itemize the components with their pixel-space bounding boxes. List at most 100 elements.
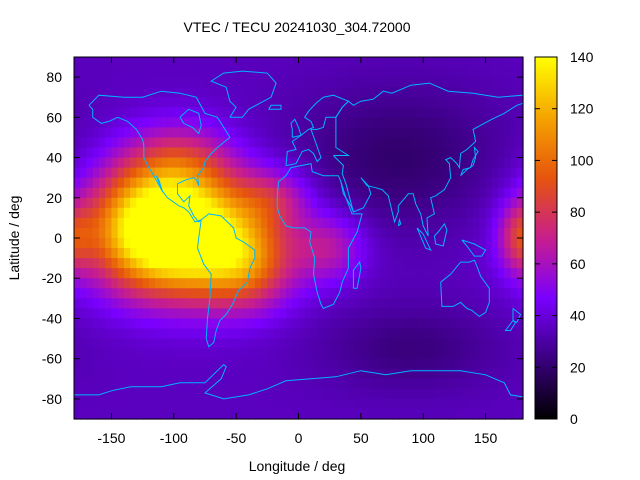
heatmap-cell — [180, 408, 187, 420]
heatmap-cell — [423, 177, 431, 189]
heatmap-cell — [510, 177, 518, 189]
heatmap-cell — [473, 87, 480, 98]
heatmap-cell — [429, 378, 437, 390]
heatmap-cell — [148, 57, 156, 68]
heatmap-cell — [92, 67, 100, 78]
heatmap-cell — [466, 227, 474, 239]
heatmap-cell — [273, 57, 281, 68]
heatmap-cell — [410, 137, 418, 149]
heatmap-cell — [261, 127, 268, 139]
heatmap-cell — [298, 137, 306, 149]
heatmap-cell — [304, 197, 312, 209]
heatmap-cell — [74, 197, 81, 209]
heatmap-cell — [479, 167, 487, 179]
heatmap-cell — [186, 258, 194, 269]
heatmap-cell — [180, 278, 187, 289]
heatmap-cell — [267, 368, 275, 380]
heatmap-cell — [323, 147, 331, 159]
heatmap-cell — [211, 318, 219, 330]
heatmap-cell — [155, 187, 162, 199]
heatmap-cell — [385, 147, 393, 159]
heatmap-cell — [74, 338, 81, 350]
heatmap-cell — [342, 278, 349, 289]
heatmap-cell — [404, 227, 412, 239]
heatmap-cell — [392, 117, 399, 128]
heatmap-cell — [86, 348, 94, 360]
heatmap-cell — [105, 217, 113, 229]
heatmap-cell — [304, 217, 312, 229]
heatmap-cell — [223, 117, 231, 128]
heatmap-cell — [404, 77, 412, 88]
heatmap-cell — [217, 388, 225, 400]
heatmap-cell — [298, 408, 306, 420]
heatmap-cell — [292, 107, 300, 118]
heatmap-cell — [130, 217, 137, 229]
heatmap-cell — [510, 157, 518, 169]
heatmap-cell — [92, 408, 100, 420]
heatmap-cell — [192, 77, 200, 88]
heatmap-cell — [155, 258, 162, 269]
heatmap-cell — [516, 328, 524, 340]
heatmap-cell — [373, 117, 381, 128]
heatmap-cell — [273, 358, 281, 370]
heatmap-cell — [498, 348, 505, 360]
heatmap-cell — [236, 87, 243, 98]
heatmap-cell — [192, 117, 200, 128]
heatmap-cell — [117, 117, 125, 128]
heatmap-cell — [367, 278, 374, 289]
heatmap-cell — [267, 107, 275, 118]
heatmap-cell — [485, 408, 493, 420]
heatmap-cell — [267, 57, 275, 68]
heatmap-cell — [111, 117, 119, 128]
y-tick-label: -20 — [42, 270, 62, 286]
heatmap-cell — [236, 268, 243, 279]
heatmap-cell — [180, 378, 187, 390]
heatmap-cell — [292, 147, 300, 159]
heatmap-cell — [466, 378, 474, 390]
colorbar-tick-label: 120 — [570, 101, 594, 117]
heatmap-cell — [236, 408, 243, 420]
heatmap-cell — [379, 227, 387, 239]
heatmap-cell — [398, 87, 406, 98]
heatmap-cell — [504, 137, 512, 149]
heatmap-cell — [298, 278, 306, 289]
heatmap-cell — [273, 258, 281, 269]
heatmap-cell — [298, 217, 306, 229]
heatmap-cell — [360, 117, 368, 128]
heatmap-cell — [504, 288, 512, 299]
coastline — [210, 70, 277, 118]
heatmap-cell — [398, 268, 406, 279]
heatmap-cell — [485, 238, 493, 249]
heatmap-cell — [273, 268, 281, 279]
heatmap-cell — [80, 408, 88, 420]
heatmap-cell — [304, 177, 312, 189]
heatmap-cell — [348, 187, 356, 199]
y-tick-label: 80 — [46, 69, 62, 85]
heatmap-cell — [335, 318, 343, 330]
colorbar-tick-label: 140 — [570, 49, 594, 65]
heatmap-cell — [180, 127, 187, 139]
heatmap-cell — [92, 187, 100, 199]
heatmap-cell — [404, 368, 412, 380]
heatmap-cell — [423, 338, 431, 350]
heatmap-cell — [485, 157, 493, 169]
heatmap-cell — [354, 378, 362, 390]
heatmap-cell — [367, 197, 374, 209]
heatmap-cell — [448, 338, 456, 350]
heatmap-cell — [435, 268, 443, 279]
heatmap-cell — [292, 338, 300, 350]
heatmap-cell — [367, 207, 374, 219]
heatmap-cell — [286, 97, 293, 108]
heatmap-cell — [204, 157, 212, 169]
heatmap-cell — [217, 278, 225, 289]
heatmap-cell — [286, 298, 293, 309]
heatmap-cell — [173, 318, 181, 330]
heatmap-cell — [261, 388, 268, 400]
heatmap-cell — [491, 157, 499, 169]
heatmap-cell — [354, 67, 362, 78]
heatmap-cell — [335, 227, 343, 239]
heatmap-cell — [279, 328, 287, 340]
heatmap-cell — [142, 97, 150, 108]
heatmap-cell — [304, 288, 312, 299]
heatmap-cell — [473, 57, 480, 68]
